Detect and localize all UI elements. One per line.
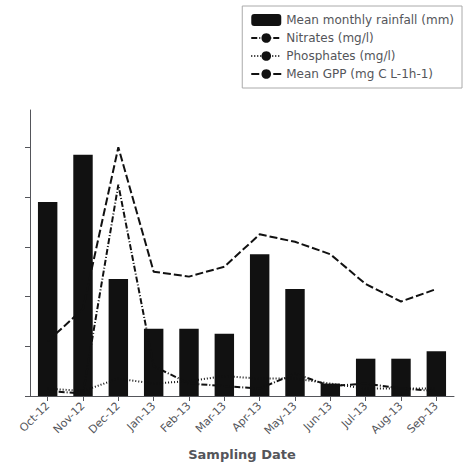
svg-text:Mean monthly rainfall (mm): Mean monthly rainfall (mm) — [286, 13, 454, 27]
svg-text:Mar-13: Mar-13 — [193, 399, 229, 435]
svg-text:Dec-12: Dec-12 — [86, 399, 123, 436]
svg-text:Phosphates (mg/l): Phosphates (mg/l) — [286, 49, 395, 63]
svg-text:Feb-13: Feb-13 — [158, 399, 194, 435]
svg-text:Oct-12: Oct-12 — [17, 399, 52, 434]
svg-text:May-13: May-13 — [262, 399, 300, 437]
svg-text:Nov-12: Nov-12 — [51, 399, 88, 436]
svg-text:Nitrates (mg/l): Nitrates (mg/l) — [286, 31, 374, 45]
svg-text:Jun-13: Jun-13 — [300, 399, 335, 434]
svg-text:Sampling Date: Sampling Date — [188, 447, 296, 462]
svg-text:Aug-13: Aug-13 — [369, 399, 406, 436]
svg-text:Mean GPP (mg C L-1h-1): Mean GPP (mg C L-1h-1) — [286, 67, 433, 81]
svg-text:Jul-13: Jul-13 — [338, 399, 370, 431]
svg-text:Apr-13: Apr-13 — [229, 399, 264, 434]
svg-text:Jan-13: Jan-13 — [124, 399, 159, 434]
svg-text:Sep-13: Sep-13 — [404, 399, 441, 436]
